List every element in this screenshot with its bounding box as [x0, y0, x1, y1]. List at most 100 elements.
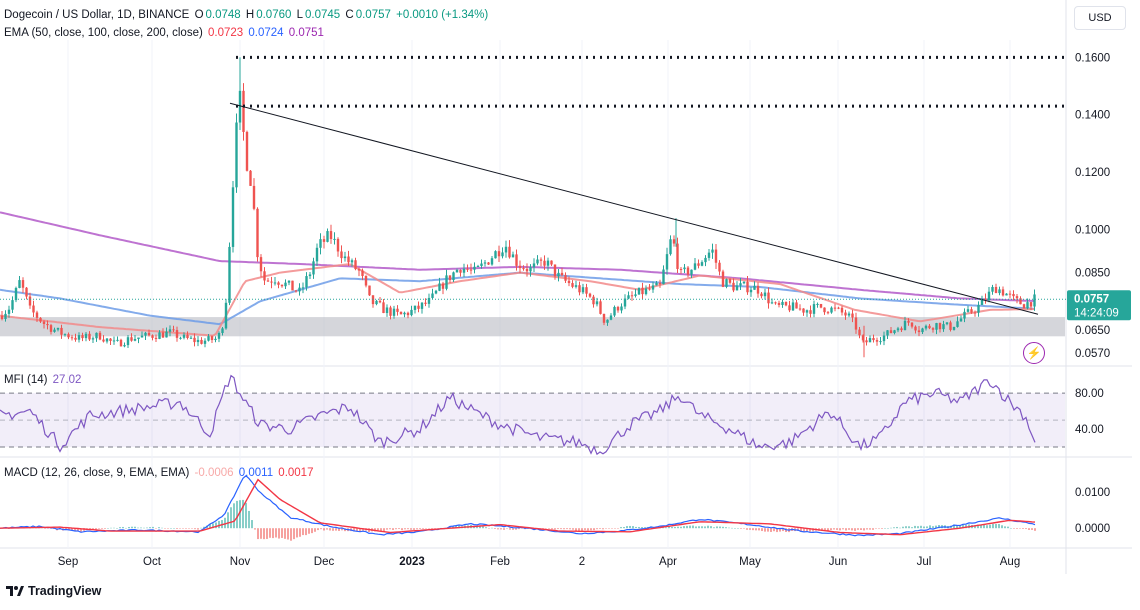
macd-histogram-bar	[1022, 528, 1024, 529]
candle-body	[746, 281, 749, 293]
macd-histogram-bar	[158, 527, 160, 529]
low-value: 0.0745	[305, 9, 341, 21]
ema-legend: EMA (50, close, 100, close, 200, close) …	[4, 27, 326, 39]
candle-body	[63, 334, 67, 336]
candle-body	[427, 297, 431, 304]
macd-tick-label: 0.0000	[1075, 523, 1110, 535]
macd-histogram-bar	[692, 525, 694, 529]
price-tag	[1067, 290, 1131, 321]
macd-histogram-bar	[578, 528, 580, 531]
macd-histogram-bar	[452, 526, 454, 529]
high-value: 0.0760	[256, 9, 292, 21]
macd-histogram-bar	[416, 528, 418, 530]
candle-body	[847, 313, 851, 316]
candle-body	[690, 269, 693, 275]
macd-histogram-bar	[893, 527, 895, 529]
candle-body	[700, 262, 704, 266]
candle-body	[998, 289, 1001, 294]
macd-histogram-bar	[224, 517, 226, 529]
candle-body	[844, 312, 847, 316]
candle-body	[795, 302, 798, 309]
macd-histogram-bar	[188, 528, 190, 529]
macd-histogram-bar	[953, 524, 955, 529]
candle-body	[861, 335, 865, 341]
candle-body	[28, 296, 32, 306]
macd-histogram-bar	[485, 527, 487, 529]
candle-body	[130, 337, 133, 341]
ema50-line	[0, 263, 1036, 337]
candle-body	[966, 309, 970, 312]
candle-body	[231, 187, 235, 247]
macd-histogram-bar	[1031, 528, 1033, 530]
macd-histogram-bar	[992, 524, 994, 529]
candle-body	[889, 330, 893, 334]
macd-histogram-bar	[140, 527, 142, 529]
candle-body	[854, 317, 858, 330]
candle-body	[140, 335, 144, 338]
macd-histogram-bar	[245, 502, 247, 529]
candle-body	[326, 231, 329, 242]
macd-histogram-bar	[395, 528, 397, 530]
tradingview-logo[interactable]: TradingView	[6, 584, 101, 598]
macd-histogram-bar	[644, 527, 646, 529]
candle-body	[588, 293, 592, 297]
candle-body	[725, 279, 728, 287]
candle-body	[802, 308, 805, 313]
candle-body	[21, 280, 25, 288]
candle-body	[1008, 293, 1012, 295]
macd-histogram-bar	[686, 525, 688, 529]
macd-histogram-bar	[863, 528, 865, 531]
candle-body	[424, 302, 427, 304]
candle-body	[959, 318, 963, 322]
macd-histogram-bar	[1019, 528, 1021, 529]
macd-histogram-bar	[545, 528, 547, 529]
candle-body	[263, 271, 266, 281]
price-tick-label: 0.1000	[1075, 225, 1110, 237]
macd-signal-line	[0, 478, 1036, 536]
candle-body	[312, 261, 315, 275]
candle-body	[126, 337, 130, 346]
candle-body	[662, 269, 665, 285]
tradingview-logo-icon	[6, 586, 24, 596]
candle-body	[287, 280, 291, 283]
macd-histogram-bar	[479, 526, 481, 529]
macd-histogram-bar	[764, 528, 766, 532]
lightning-icon[interactable]: ⚡	[1023, 342, 1045, 364]
macd-histogram-bar	[560, 528, 562, 530]
macd-histogram-bar	[113, 527, 115, 529]
candle-body	[343, 256, 347, 259]
price-tick-label: 0.0570	[1075, 348, 1110, 360]
macd-histogram-bar	[491, 527, 493, 529]
candle-body	[525, 268, 529, 272]
macd-histogram-bar	[68, 528, 70, 531]
candle-body	[900, 328, 903, 331]
currency-button[interactable]: USD	[1074, 6, 1126, 30]
candle-body	[133, 339, 137, 341]
macd-histogram-bar	[584, 528, 586, 530]
macd-histogram-bar	[719, 526, 721, 529]
macd-histogram-bar	[632, 526, 634, 529]
ema200-line	[0, 211, 1036, 302]
candle-body	[949, 322, 952, 330]
open-value: 0.0748	[205, 9, 241, 21]
macd-histogram-bar	[431, 528, 433, 529]
candle-body	[196, 339, 200, 343]
macd-histogram-bar	[671, 526, 673, 529]
macd-histogram-bar	[689, 525, 691, 529]
candle-body	[35, 312, 39, 318]
candle-body	[641, 287, 644, 295]
macd-histogram-bar	[419, 528, 421, 529]
candle-body	[784, 301, 788, 306]
macd-histogram-bar	[131, 526, 133, 529]
candle-body	[693, 263, 697, 270]
candle-body	[518, 265, 522, 269]
ema-label: EMA (50, close, 100, close, 200, close)	[4, 27, 203, 39]
macd-histogram-bar	[1010, 528, 1012, 529]
candle-body	[14, 287, 18, 301]
candle-body	[221, 328, 224, 333]
candle-body	[931, 328, 935, 330]
macd-histogram-bar	[920, 525, 922, 529]
candle-body	[1033, 294, 1036, 307]
candle-body	[567, 280, 571, 284]
macd-histogram-bar	[878, 528, 880, 529]
